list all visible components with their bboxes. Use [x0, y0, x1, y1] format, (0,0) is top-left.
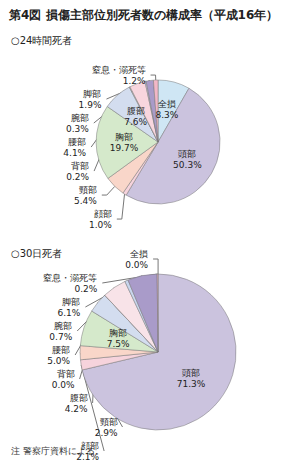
- svg-text:1.2%: 1.2%: [123, 76, 146, 86]
- svg-text:脚部: 脚部: [62, 297, 80, 307]
- svg-text:0.0%: 0.0%: [52, 380, 75, 390]
- svg-text:4.1%: 4.1%: [63, 148, 86, 158]
- svg-text:1.9%: 1.9%: [79, 100, 102, 110]
- svg-text:腕部: 腕部: [71, 113, 89, 123]
- svg-text:腹部: 腹部: [70, 393, 88, 403]
- svg-text:○24時間死者: ○24時間死者: [11, 35, 72, 46]
- svg-text:2.9%: 2.9%: [95, 428, 118, 438]
- svg-text:0.2%: 0.2%: [74, 284, 97, 294]
- svg-text:胸部: 胸部: [109, 328, 127, 338]
- svg-text:○30日死者: ○30日死者: [11, 248, 62, 259]
- svg-text:注 警察庁資料による。: 注 警察庁資料による。: [11, 446, 104, 456]
- svg-text:腰部: 腰部: [52, 345, 70, 355]
- svg-text:背部: 背部: [71, 161, 89, 171]
- svg-text:8.3%: 8.3%: [155, 110, 178, 120]
- svg-text:7.5%: 7.5%: [107, 339, 130, 349]
- svg-text:1.0%: 1.0%: [89, 220, 112, 230]
- svg-text:5.0%: 5.0%: [47, 356, 70, 366]
- svg-text:0.7%: 0.7%: [49, 332, 72, 342]
- svg-text:窒息・溺死等: 窒息・溺死等: [92, 65, 146, 75]
- svg-text:胸部: 胸部: [115, 132, 133, 142]
- svg-text:7.6%: 7.6%: [124, 117, 147, 127]
- svg-text:0.0%: 0.0%: [125, 260, 148, 270]
- svg-text:頭部: 頭部: [178, 149, 196, 159]
- svg-text:5.4%: 5.4%: [74, 196, 97, 206]
- svg-text:71.3%: 71.3%: [177, 379, 206, 389]
- svg-text:背部: 背部: [57, 369, 75, 379]
- svg-text:頸部: 頸部: [100, 417, 118, 427]
- svg-text:腕部: 腕部: [54, 321, 72, 331]
- svg-text:0.2%: 0.2%: [66, 172, 89, 182]
- svg-text:頭部: 頭部: [182, 368, 200, 378]
- svg-text:顔部: 顔部: [94, 209, 112, 219]
- svg-text:窒息・溺死等: 窒息・溺死等: [43, 273, 97, 283]
- svg-text:19.7%: 19.7%: [110, 143, 139, 153]
- svg-text:腹部: 腹部: [127, 106, 145, 116]
- svg-text:2.1%: 2.1%: [76, 451, 100, 462]
- svg-text:第4図 損傷主部位別死者数の構成率（平成16年）: 第4図 損傷主部位別死者数の構成率（平成16年）: [8, 8, 278, 22]
- svg-text:頸部: 頸部: [79, 185, 97, 195]
- svg-text:全損: 全損: [130, 249, 148, 259]
- svg-text:6.1%: 6.1%: [58, 308, 81, 318]
- svg-text:0.3%: 0.3%: [66, 124, 89, 134]
- svg-text:50.3%: 50.3%: [173, 160, 202, 170]
- svg-text:4.2%: 4.2%: [65, 404, 88, 414]
- svg-text:腰部: 腰部: [68, 137, 86, 147]
- svg-text:全損: 全損: [158, 99, 176, 109]
- svg-text:脚部: 脚部: [83, 89, 101, 99]
